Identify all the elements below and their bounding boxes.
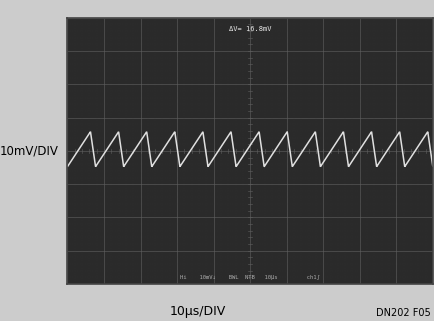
Text: 10mV/DIV: 10mV/DIV [0,144,59,157]
Text: 10μs/DIV: 10μs/DIV [169,305,226,318]
Text: DN202 F05: DN202 F05 [375,308,430,318]
Text: ΔV= 16.8mV: ΔV= 16.8mV [228,26,271,32]
Text: Hi    10mV↓    BWL  NTB   10μs         ch1ʃ: Hi 10mV↓ BWL NTB 10μs ch1ʃ [180,275,319,280]
